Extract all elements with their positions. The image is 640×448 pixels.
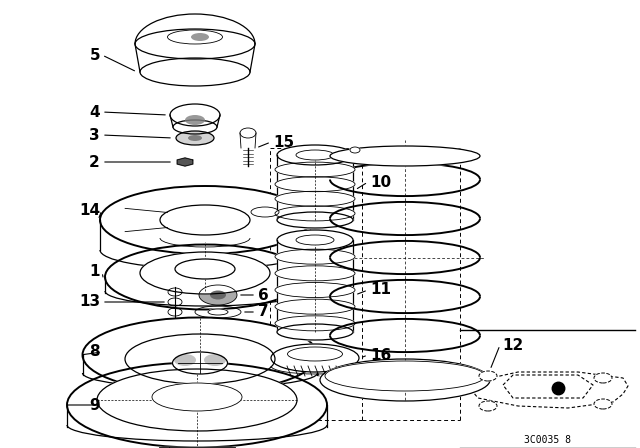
- Ellipse shape: [296, 150, 334, 160]
- Ellipse shape: [325, 361, 485, 391]
- Ellipse shape: [135, 29, 255, 59]
- Text: 11: 11: [370, 283, 391, 297]
- Polygon shape: [159, 447, 235, 448]
- Text: 3C0035 8: 3C0035 8: [525, 435, 572, 445]
- Ellipse shape: [140, 58, 250, 86]
- Ellipse shape: [275, 283, 355, 297]
- Ellipse shape: [275, 162, 355, 177]
- Ellipse shape: [594, 373, 612, 383]
- Text: 15: 15: [273, 134, 294, 150]
- Ellipse shape: [320, 359, 490, 401]
- Text: 16: 16: [370, 348, 391, 362]
- Ellipse shape: [240, 128, 256, 138]
- Ellipse shape: [67, 362, 327, 448]
- Ellipse shape: [83, 318, 317, 392]
- Ellipse shape: [210, 290, 226, 300]
- Ellipse shape: [176, 131, 214, 145]
- Text: 5: 5: [90, 47, 100, 63]
- Ellipse shape: [275, 206, 355, 221]
- Ellipse shape: [479, 371, 497, 381]
- Ellipse shape: [173, 352, 227, 374]
- Ellipse shape: [277, 145, 353, 165]
- Ellipse shape: [275, 299, 355, 314]
- Ellipse shape: [277, 230, 353, 250]
- Ellipse shape: [275, 249, 355, 264]
- Text: 14: 14: [79, 202, 100, 217]
- Ellipse shape: [140, 252, 270, 294]
- Ellipse shape: [277, 212, 353, 228]
- Ellipse shape: [208, 309, 228, 315]
- Ellipse shape: [479, 401, 497, 411]
- Ellipse shape: [97, 369, 297, 431]
- Ellipse shape: [191, 33, 209, 41]
- Ellipse shape: [287, 347, 342, 361]
- Ellipse shape: [100, 186, 310, 254]
- Text: 9: 9: [90, 397, 100, 413]
- Text: 4: 4: [90, 104, 100, 120]
- Polygon shape: [277, 240, 353, 340]
- Ellipse shape: [296, 235, 334, 245]
- Ellipse shape: [251, 207, 279, 217]
- Text: 13: 13: [79, 294, 100, 310]
- Ellipse shape: [271, 344, 359, 372]
- Text: 2: 2: [89, 155, 100, 169]
- Ellipse shape: [185, 115, 205, 125]
- Ellipse shape: [204, 354, 226, 366]
- Ellipse shape: [195, 306, 241, 318]
- Ellipse shape: [174, 354, 196, 366]
- Ellipse shape: [330, 146, 480, 166]
- Polygon shape: [277, 155, 353, 228]
- Text: 12: 12: [502, 337, 524, 353]
- Ellipse shape: [275, 191, 355, 206]
- Ellipse shape: [170, 104, 220, 126]
- Ellipse shape: [160, 205, 250, 235]
- Text: 6: 6: [258, 288, 269, 302]
- Polygon shape: [177, 158, 193, 166]
- Ellipse shape: [199, 285, 237, 305]
- Ellipse shape: [275, 177, 355, 192]
- Ellipse shape: [275, 316, 355, 331]
- Ellipse shape: [277, 324, 353, 340]
- Ellipse shape: [175, 259, 235, 279]
- Text: 8: 8: [90, 345, 100, 359]
- Ellipse shape: [275, 266, 355, 281]
- Ellipse shape: [188, 135, 202, 141]
- Ellipse shape: [125, 334, 275, 384]
- Ellipse shape: [350, 147, 360, 153]
- Text: 3: 3: [90, 128, 100, 142]
- Ellipse shape: [105, 245, 305, 310]
- Text: 1: 1: [90, 264, 100, 280]
- Ellipse shape: [152, 383, 242, 411]
- Text: 7: 7: [258, 305, 269, 319]
- Ellipse shape: [594, 399, 612, 409]
- Text: 10: 10: [370, 175, 391, 190]
